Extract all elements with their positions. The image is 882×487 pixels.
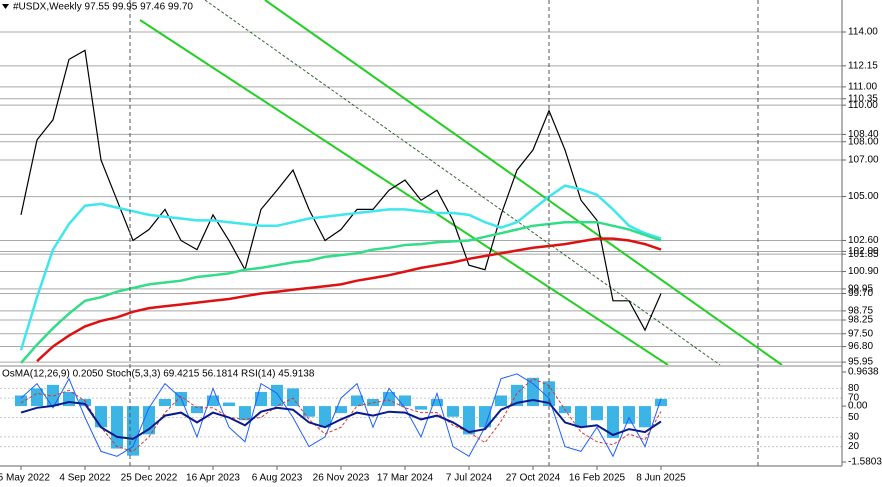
indicator-line [20,398,662,440]
menu-arrow[interactable] [2,4,9,9]
osma-bar [415,406,427,410]
series-line [20,49,662,332]
y-tick-label: 50 [848,412,860,423]
osma-bar [527,377,539,407]
indicator-header: OsMA(12,26,9) 0.2050 Stoch(5,3,3) 69.421… [2,369,315,380]
y-tick-label: 80 [848,383,860,394]
osma-bar [287,388,299,407]
y-tick-label: 114.00 [848,27,878,38]
osma-bar [47,384,59,407]
osma-bar [319,406,331,428]
x-tick-label: 16 Apr 2023 [186,473,240,484]
osma-bar [159,399,171,407]
y-tick-label: 100.90 [848,266,879,277]
y-tick-label: 108.00 [848,136,879,147]
x-tick-label: 26 Nov 2023 [313,473,370,484]
y-tick-label: 99.95 [848,284,873,295]
osma-bar [495,395,507,407]
x-tick-label: 25 Dec 2022 [121,473,178,484]
osma-bar [607,406,619,438]
osma-bar [207,395,219,407]
osma-bar [575,406,587,428]
osma-bar [223,402,235,407]
series-line [20,220,662,364]
y-tick-label: 111.00 [848,82,878,93]
y-tick-label: 95.95 [848,357,873,368]
indicator-line [20,373,662,458]
y-tick-label: 110.35 [848,93,878,104]
x-tick-label: 17 Mar 2024 [377,473,434,484]
y-tick-label: 101.85 [848,249,879,260]
y-tick-label: 97.50 [848,328,873,339]
y-tick-label: 98.25 [848,315,873,326]
y-tick-label: 105.00 [848,191,879,202]
y-tick-label: 96.80 [848,341,873,352]
osma-bar [591,406,603,421]
y-tick-label: 20 [848,441,860,452]
y2-tick-label: 0.9638 [848,367,879,378]
osma-bar [271,384,283,407]
trend-lines [139,0,783,365]
period-separators [129,0,759,466]
chart-title: #USDX,Weekly 97.55 99.95 97.46 99.70 [13,2,193,13]
y-tick-label: 99.70 [848,288,873,299]
osma-bar [399,395,411,407]
osma-bar [351,395,363,407]
osma-bar [191,406,203,414]
y-tick-label: 112.15 [848,60,878,71]
osma-bar [335,406,347,414]
y-tick-label: 98.75 [848,306,873,317]
y-tick-label: 108.40 [848,129,879,140]
indicator-line [20,378,662,452]
x-tick-label: 15 May 2022 [0,473,50,484]
osma-bar [639,406,651,428]
x-tick-label: 6 Aug 2023 [252,473,303,484]
x-tick-label: 8 Jun 2025 [636,473,686,484]
osma-bar [239,406,251,421]
x-tick-label: 16 Feb 2025 [569,473,626,484]
osma-bar [655,398,667,407]
x-tick-label: 7 Jul 2024 [446,473,493,484]
x-tick-label: 4 Sep 2022 [59,473,111,484]
osma-bar [127,406,139,456]
x-tick-label: 27 Oct 2024 [506,473,561,484]
series-line [36,237,662,363]
y-tick-label: 102.00 [848,246,879,257]
osma-bar [431,399,443,407]
y-tick-label: 102.60 [848,235,879,246]
osma-bar [623,406,635,424]
osma-bar [79,399,91,407]
y-tick-label: 30 [848,432,860,443]
y-tick-label: 107.00 [848,155,879,166]
y2-tick-label: 0.00 [848,401,868,412]
osma-bar [447,406,459,417]
series-line [19,184,662,351]
y-tick-label: 70 [848,393,860,404]
y2-tick-label: -1.5803 [848,457,882,468]
osma-bar [95,406,107,428]
osma-bar [303,406,315,417]
osma-bar [15,395,27,407]
osma-bar [479,406,491,428]
y-tick-label: 110.00 [848,100,878,111]
osma-bar [31,388,43,407]
osma-bar [463,406,475,435]
